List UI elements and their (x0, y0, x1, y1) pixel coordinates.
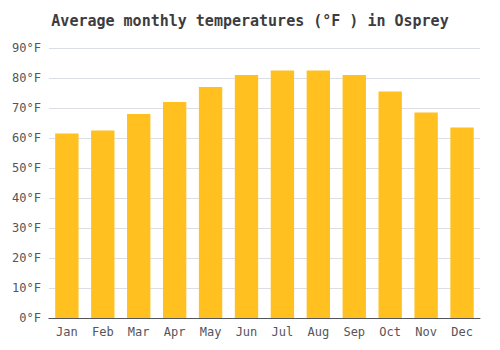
svg-text:Dec: Dec (451, 325, 473, 339)
svg-text:50°F: 50°F (12, 161, 41, 175)
svg-text:70°F: 70°F (12, 101, 41, 115)
svg-text:30°F: 30°F (12, 221, 41, 235)
svg-text:Jul: Jul (272, 325, 294, 339)
svg-text:90°F: 90°F (12, 41, 41, 55)
svg-text:0°F: 0°F (19, 311, 41, 325)
svg-text:20°F: 20°F (12, 251, 41, 265)
svg-text:May: May (200, 325, 222, 339)
svg-text:Jun: Jun (236, 325, 258, 339)
svg-text:Mar: Mar (128, 325, 150, 339)
svg-text:Sep: Sep (343, 325, 365, 339)
svg-text:Nov: Nov (415, 325, 437, 339)
svg-text:Aug: Aug (307, 325, 329, 339)
svg-text:Feb: Feb (92, 325, 114, 339)
svg-text:Jan: Jan (56, 325, 78, 339)
svg-text:60°F: 60°F (12, 131, 41, 145)
svg-text:80°F: 80°F (12, 71, 41, 85)
svg-text:Apr: Apr (164, 325, 186, 339)
svg-text:40°F: 40°F (12, 191, 41, 205)
svg-text:Average monthly temperatures (: Average monthly temperatures (°F ) in Os… (51, 12, 448, 30)
svg-text:Oct: Oct (379, 325, 401, 339)
svg-text:10°F: 10°F (12, 281, 41, 295)
